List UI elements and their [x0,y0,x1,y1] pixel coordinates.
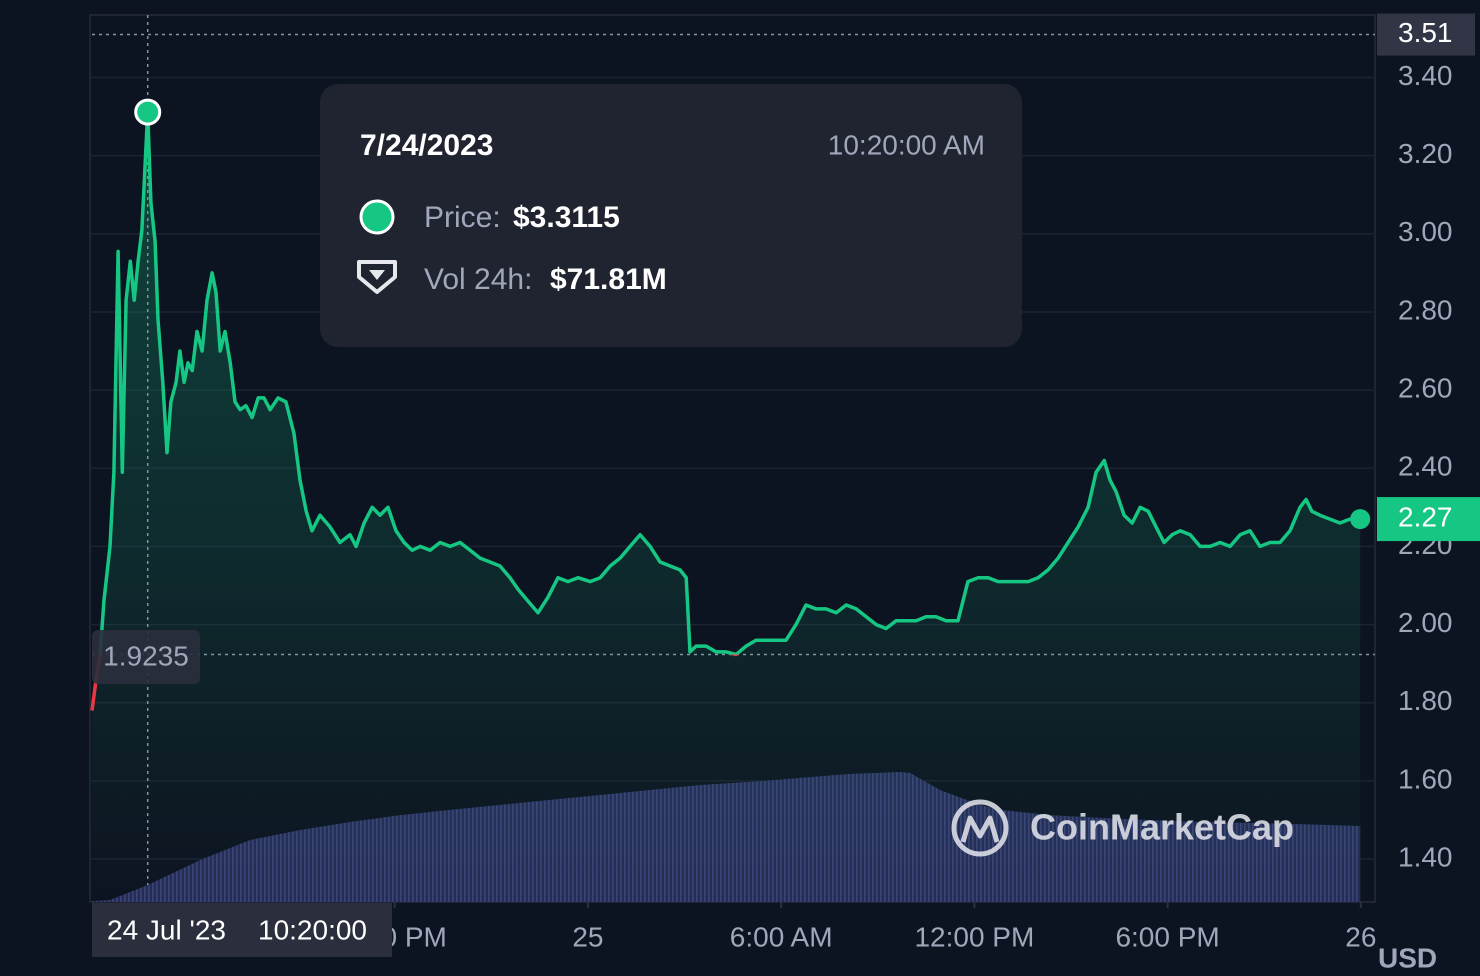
price-layer [90,110,1371,903]
last-point [1350,509,1371,530]
y-tick-label: 3.20 [1398,138,1453,169]
brand-logo: CoinMarketCap [951,799,1294,857]
hover-point [134,98,162,126]
open-label: 1.9235 [103,640,189,671]
price-area [92,112,1361,903]
tooltip-price: $3.3115 [513,201,620,234]
crosshair-date: 24 Jul '23 [107,914,226,945]
tooltip-box [320,84,1022,347]
x-tick-label: 12:00 PM [914,921,1034,952]
current-label: 2.27 [1398,501,1453,532]
current-label-box [1377,497,1480,542]
price-line [98,110,1361,655]
y-tick-label: 1.80 [1398,685,1453,716]
tooltip-volume-label: Vol 24h: [424,263,532,296]
x-tick-label: 26 [1345,921,1376,952]
price-icon [359,199,395,235]
y-tick-label: 2.00 [1398,607,1453,638]
brand-name: CoinMarketCap [1030,807,1294,848]
unit-label: USD [1378,942,1437,973]
y-tick-label: 1.60 [1398,763,1453,794]
high-label: 3.51 [1398,17,1453,48]
open-label-box [92,630,200,684]
overlay-layer: 24 Jul '23 10:20:00 1.9235 3.51 2.27 [92,13,1480,957]
x-tick-label: 6:00 AM [730,921,833,952]
tooltip-price-label: Price: [424,201,501,234]
tooltip-volume: $71.81M [550,263,667,296]
tooltip-date: 7/24/2023 [360,129,493,162]
logo-ring [951,799,1009,857]
y-tick-label: 3.00 [1398,216,1453,247]
x-tick-label: 6:00 PM [1115,921,1219,952]
volume-icon-inner [369,270,385,280]
crosshair-label-box [92,903,392,957]
y-tick-label: 2.40 [1398,451,1453,482]
high-label-box [1377,13,1475,56]
y-tick-label: 2.60 [1398,373,1453,404]
crosshair-time: 10:20:00 [258,914,367,945]
y-tick-label: 1.40 [1398,841,1453,872]
axis-layer: 1.401.601.802.002.202.402.602.803.003.20… [343,60,1453,973]
y-tick-label: 3.40 [1398,60,1453,91]
logo-m [960,815,1000,843]
volume-icon [357,260,397,294]
y-tick-label: 2.80 [1398,294,1453,325]
x-tick-label: 25 [572,921,603,952]
tooltip: 7/24/2023 10:20:00 AM Price: $3.3115 Vol… [320,84,1022,347]
tooltip-time: 10:20:00 AM [828,129,985,160]
